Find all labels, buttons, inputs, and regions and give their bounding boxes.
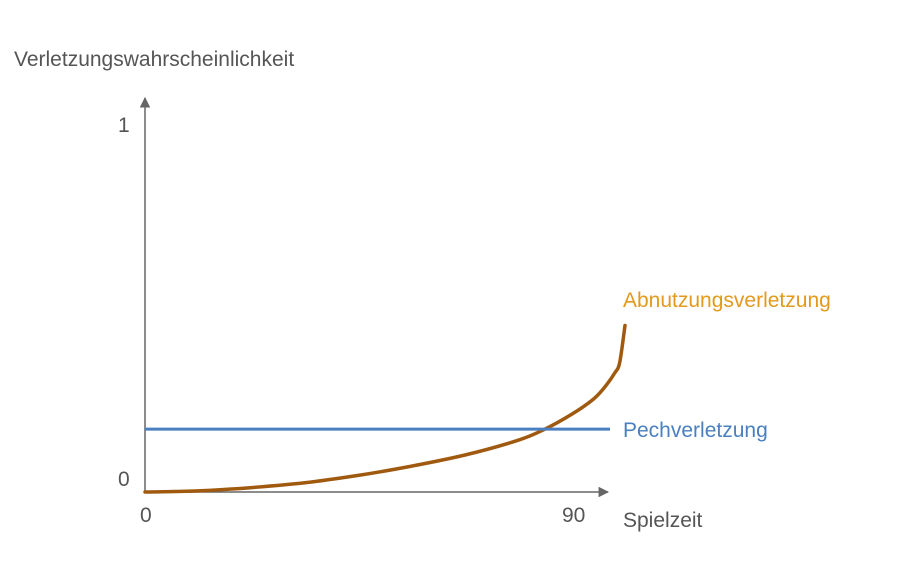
series-abnutzungsverletzung-line: [143, 323, 627, 494]
x-axis-label: Spielzeit: [623, 509, 703, 532]
series-label-abnutzungsverletzung: Abnutzungsverletzung: [623, 289, 831, 312]
y-axis-label: Verletzungswahrscheinlichkeit: [14, 48, 294, 71]
series-label-pechverletzung: Pechverletzung: [623, 419, 768, 442]
y-tick-label-1: 1: [118, 114, 130, 137]
x-tick-label-90: 90: [562, 504, 585, 527]
x-tick-label-0: 0: [140, 504, 152, 527]
y-tick-label-0: 0: [118, 468, 130, 491]
